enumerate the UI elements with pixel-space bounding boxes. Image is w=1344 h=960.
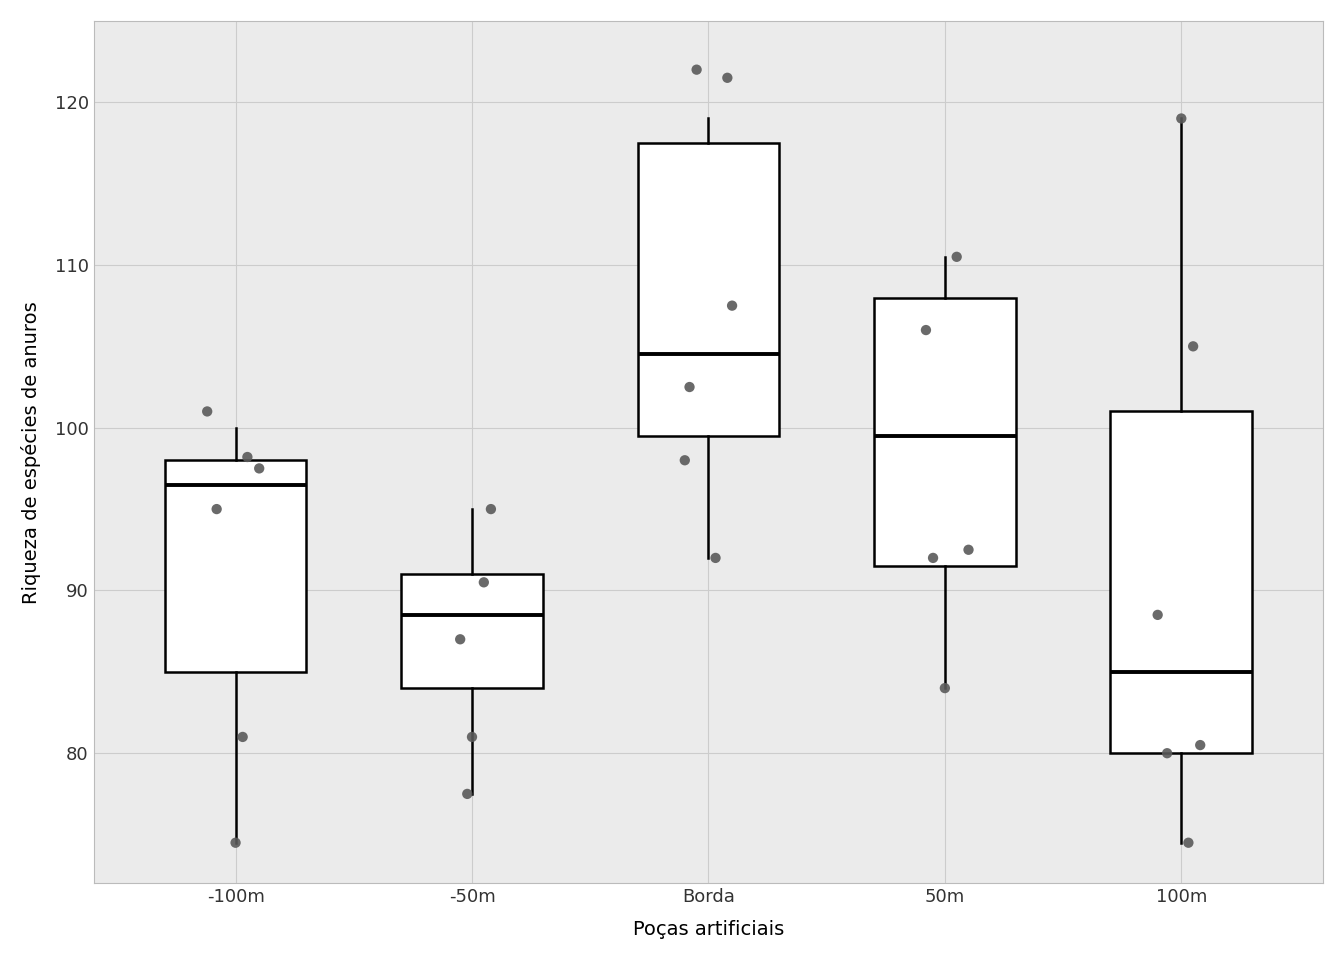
- Point: [946, 250, 968, 265]
- Point: [679, 379, 700, 395]
- Bar: [401, 574, 543, 688]
- Point: [196, 404, 218, 420]
- Point: [1146, 607, 1168, 622]
- Bar: [1110, 412, 1253, 754]
- Point: [233, 730, 254, 745]
- Point: [716, 70, 738, 85]
- Point: [249, 461, 270, 476]
- Point: [480, 501, 501, 516]
- Point: [958, 542, 980, 558]
- Point: [722, 298, 743, 313]
- Point: [206, 501, 227, 516]
- Point: [1156, 746, 1177, 761]
- Y-axis label: Riqueza de espécies de anuros: Riqueza de espécies de anuros: [22, 300, 40, 604]
- Point: [675, 452, 696, 468]
- Point: [934, 681, 956, 696]
- Point: [473, 575, 495, 590]
- Point: [685, 62, 707, 78]
- Point: [461, 730, 482, 745]
- Point: [1171, 110, 1192, 126]
- Point: [922, 550, 943, 565]
- Point: [915, 323, 937, 338]
- Point: [1177, 835, 1199, 851]
- Point: [1189, 737, 1211, 753]
- Point: [237, 449, 258, 465]
- Point: [1183, 339, 1204, 354]
- Point: [704, 550, 726, 565]
- Bar: [874, 298, 1016, 566]
- Bar: [637, 143, 780, 436]
- X-axis label: Poças artificiais: Poças artificiais: [633, 921, 784, 939]
- Point: [449, 632, 470, 647]
- Point: [457, 786, 478, 802]
- Point: [224, 835, 246, 851]
- Bar: [164, 460, 306, 672]
